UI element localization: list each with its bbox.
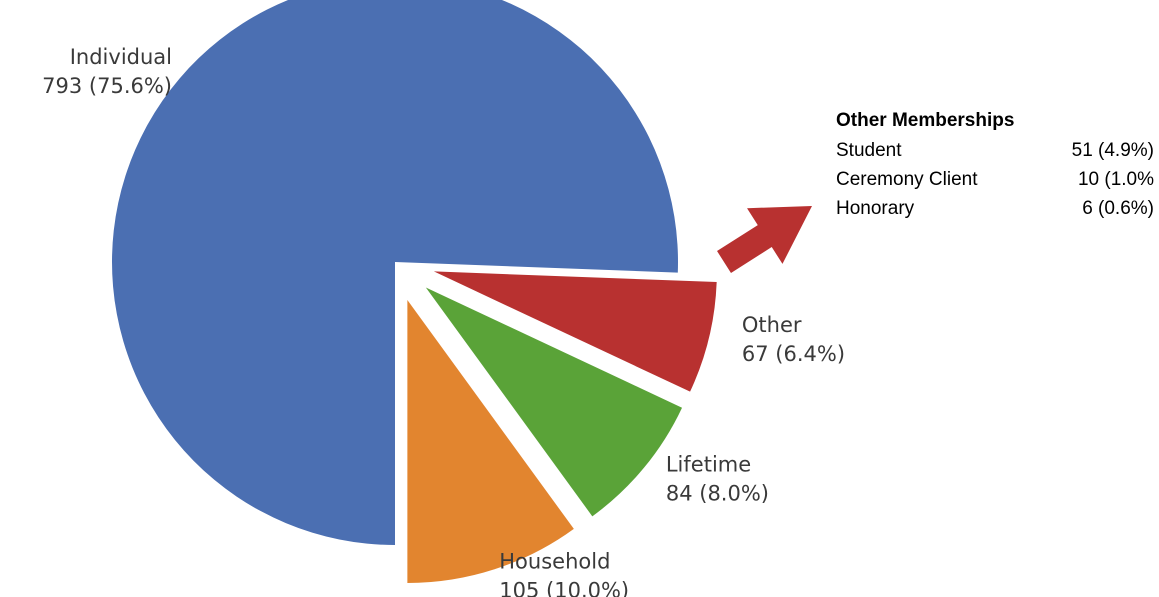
callout-arrow: [717, 206, 812, 273]
pie-slice-lifetime: [425, 287, 683, 517]
pie-slice-individual: [112, 0, 678, 545]
breakdown-row-label: Ceremony Client: [836, 169, 978, 190]
pie-slice-other: [433, 271, 717, 392]
slice-labels-layer: Individual 793 (75.6%) Other 67 (6.4%) Lifet…: [42, 45, 845, 597]
pie-slice-household: [407, 300, 574, 584]
slice-label-other: Other: [742, 313, 802, 337]
breakdown-row-value: 51 (4.9%): [1072, 140, 1154, 161]
other-memberships-title: Other Memberships: [836, 110, 1014, 131]
slice-value-individual: 793 (75.6%): [42, 74, 172, 98]
slice-label-lifetime: Lifetime: [666, 453, 751, 477]
slices-layer: [112, 0, 717, 584]
slice-label-household: Household: [499, 550, 610, 574]
slice-label-individual: Individual: [70, 45, 172, 69]
breakdown-row-value: 10 (1.0%: [1078, 169, 1154, 190]
slice-value-lifetime: 84 (8.0%): [666, 482, 769, 506]
slice-value-household: 105 (10.0%): [499, 579, 629, 597]
breakdown-row-label: Honorary: [836, 198, 915, 219]
breakdown-row-label: Student: [836, 140, 902, 161]
other-memberships-panel: Other Memberships Student 51 (4.9%) Cere…: [836, 110, 1154, 219]
slice-value-other: 67 (6.4%): [742, 342, 845, 366]
callout-arrow-layer: [717, 206, 812, 273]
breakdown-row-value: 6 (0.6%): [1082, 198, 1154, 219]
